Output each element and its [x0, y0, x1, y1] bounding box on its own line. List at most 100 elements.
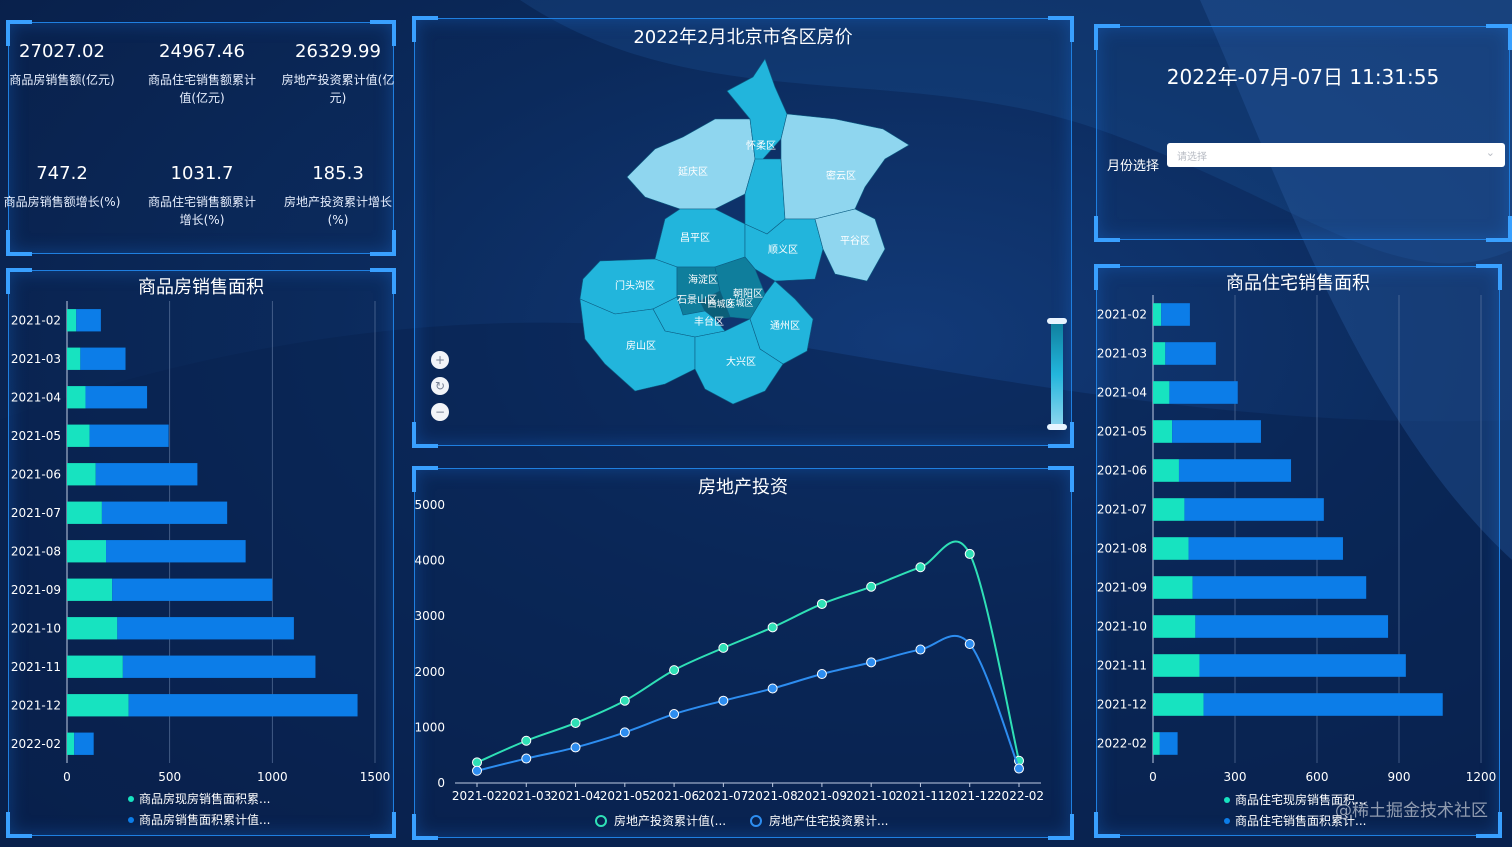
- investment-panel: 房地产投资 0 1000 2000 3000 4000 5000 2021-02 2021-0…: [412, 466, 1074, 840]
- bar-segment-current: [67, 540, 107, 563]
- stats-panel: 27027.02 商品房销售额(亿元) 24967.46 商品住宅销售额累计值(…: [4, 20, 397, 256]
- bar-segment-cumulative: [106, 540, 246, 563]
- stat-card: 1031.7 商品住宅销售额累计增长(%): [143, 163, 261, 229]
- reset-icon[interactable]: ↻: [431, 377, 449, 395]
- district-xicheng: [699, 290, 731, 320]
- visual-map-slider[interactable]: [1051, 321, 1063, 427]
- bar-segment-current: [67, 578, 113, 601]
- bar-segment-current: [1153, 615, 1196, 638]
- bar-segment-current: [1153, 420, 1173, 443]
- x-tick-label: 1000: [257, 770, 288, 784]
- x-tick-label: 0: [1149, 770, 1157, 784]
- district-label: 密云区: [826, 169, 856, 182]
- chart-title: 商品住宅销售面积: [1226, 273, 1370, 294]
- data-point: [767, 622, 778, 633]
- bar-segment-current: [67, 617, 118, 640]
- data-point: [669, 665, 680, 676]
- x-tick-label: 900: [1388, 770, 1411, 784]
- x-tick-label: 2021-07: [698, 789, 748, 803]
- legend-marker: [1224, 797, 1230, 803]
- district-label: 石景山区: [677, 294, 717, 306]
- stat-label: 商品房销售额(亿元): [9, 73, 115, 87]
- x-tick-label: 2021-05: [600, 789, 650, 803]
- district-label: 丰台区: [694, 315, 724, 328]
- bar-segment-current: [1153, 654, 1200, 677]
- slider-handle-bottom[interactable]: [1047, 424, 1067, 430]
- slider-handle-top[interactable]: [1047, 318, 1067, 324]
- district-label: 门头沟区: [615, 279, 655, 292]
- x-tick-label: 2021-06: [649, 789, 699, 803]
- x-tick-label: 2021-03: [501, 789, 551, 803]
- legend-marker: [595, 815, 607, 827]
- stat-card: 27027.02 商品房销售额(亿元): [3, 41, 121, 89]
- month-select-placeholder: 请选择: [1177, 152, 1207, 163]
- stat-card: 185.3 房地产投资累计增长(%): [279, 163, 397, 229]
- x-tick-label: 600: [1306, 770, 1329, 784]
- x-tick-label: 2021-11: [895, 789, 945, 803]
- bar-segment-cumulative: [1178, 459, 1292, 482]
- y-tick-label: 0: [437, 776, 445, 790]
- district-label: 昌平区: [680, 232, 710, 244]
- district-label: 通州区: [770, 320, 800, 332]
- beijing-map: 怀柔区 延庆区 密云区 昌平区 顺义区 平谷区 门头沟区 海淀区 朝阳区 石景山…: [579, 58, 910, 405]
- data-point: [718, 642, 729, 653]
- bar-segment-cumulative: [128, 694, 358, 717]
- zoom-in-icon[interactable]: +: [431, 351, 449, 369]
- y-tick-label: 3000: [415, 609, 445, 623]
- bar-segment-cumulative: [1188, 537, 1343, 560]
- stat-label: 商品住宅销售额累计值(亿元): [147, 73, 256, 105]
- month-select[interactable]: 请选择 ⌄: [1167, 143, 1505, 167]
- y-tick-label: 2021-11: [1097, 659, 1147, 673]
- stat-value: 26329.99: [295, 41, 381, 62]
- month-filter-label: 月份选择: [1107, 159, 1160, 174]
- y-tick-label: 1000: [415, 720, 445, 734]
- bar-segment-current: [1153, 693, 1204, 716]
- bar-segment-cumulative: [1169, 381, 1238, 404]
- series-line: [476, 540, 1020, 764]
- x-tick-label: 500: [158, 770, 181, 784]
- x-tick-label: 0: [63, 770, 71, 784]
- bar-segment-current: [1153, 459, 1179, 482]
- y-tick-label: 2000: [415, 665, 445, 679]
- bar-segment-current: [67, 694, 129, 717]
- data-point: [767, 683, 778, 694]
- x-tick-label: 2022-02: [994, 789, 1044, 803]
- y-tick-label: 2021-09: [11, 583, 61, 597]
- bar-segment-current: [1153, 303, 1162, 326]
- district-label: 延庆区: [678, 165, 708, 178]
- district-label: 海淀区: [688, 273, 718, 286]
- data-point: [521, 753, 532, 764]
- map-panel: 2022年2月北京市各区房价 + ↻ − 怀柔区 延: [412, 16, 1074, 448]
- district-label: 平谷区: [840, 235, 870, 247]
- bar-segment-cumulative: [80, 347, 126, 370]
- stat-value: 27027.02: [19, 41, 105, 62]
- bar-segment-cumulative: [122, 655, 316, 678]
- y-tick-label: 5000: [415, 498, 445, 512]
- residential-area-panel: 商品住宅销售面积 0 300 600 900 1200 2021-02 2021-03 202…: [1094, 264, 1502, 838]
- stat-card: 24967.46 商品住宅销售额累计值(亿元): [143, 41, 261, 107]
- legend-label: 房地产投资累计值(...: [614, 813, 726, 828]
- bar-segment-cumulative: [1195, 615, 1389, 638]
- data-point: [472, 765, 482, 776]
- bar-segment-cumulative: [1165, 342, 1216, 365]
- chart-title: 商品房销售面积: [138, 277, 264, 298]
- legend-label: 商品房现房销售面积累...: [139, 791, 270, 806]
- x-tick-label: 2021-04: [550, 789, 600, 803]
- stat-value: 24967.46: [159, 41, 245, 62]
- district-label: 西城区: [707, 299, 734, 310]
- y-tick-label: 2021-08: [11, 544, 61, 558]
- bar-segment-current: [1153, 537, 1189, 560]
- legend-marker: [750, 815, 762, 827]
- data-point: [718, 695, 729, 706]
- x-tick-label: 1200: [1466, 770, 1497, 784]
- y-tick-label: 2021-04: [1097, 386, 1147, 400]
- bar-segment-cumulative: [1192, 576, 1367, 599]
- y-tick-label: 2021-12: [1097, 698, 1147, 712]
- y-tick-label: 2021-12: [11, 698, 61, 712]
- bar-segment-cumulative: [74, 732, 94, 755]
- chart-title: 房地产投资: [698, 477, 788, 498]
- map-title: 2022年2月北京市各区房价: [633, 27, 853, 48]
- bar-segment-cumulative: [89, 424, 169, 447]
- zoom-out-icon[interactable]: −: [431, 403, 449, 421]
- legend-marker: [1224, 818, 1230, 824]
